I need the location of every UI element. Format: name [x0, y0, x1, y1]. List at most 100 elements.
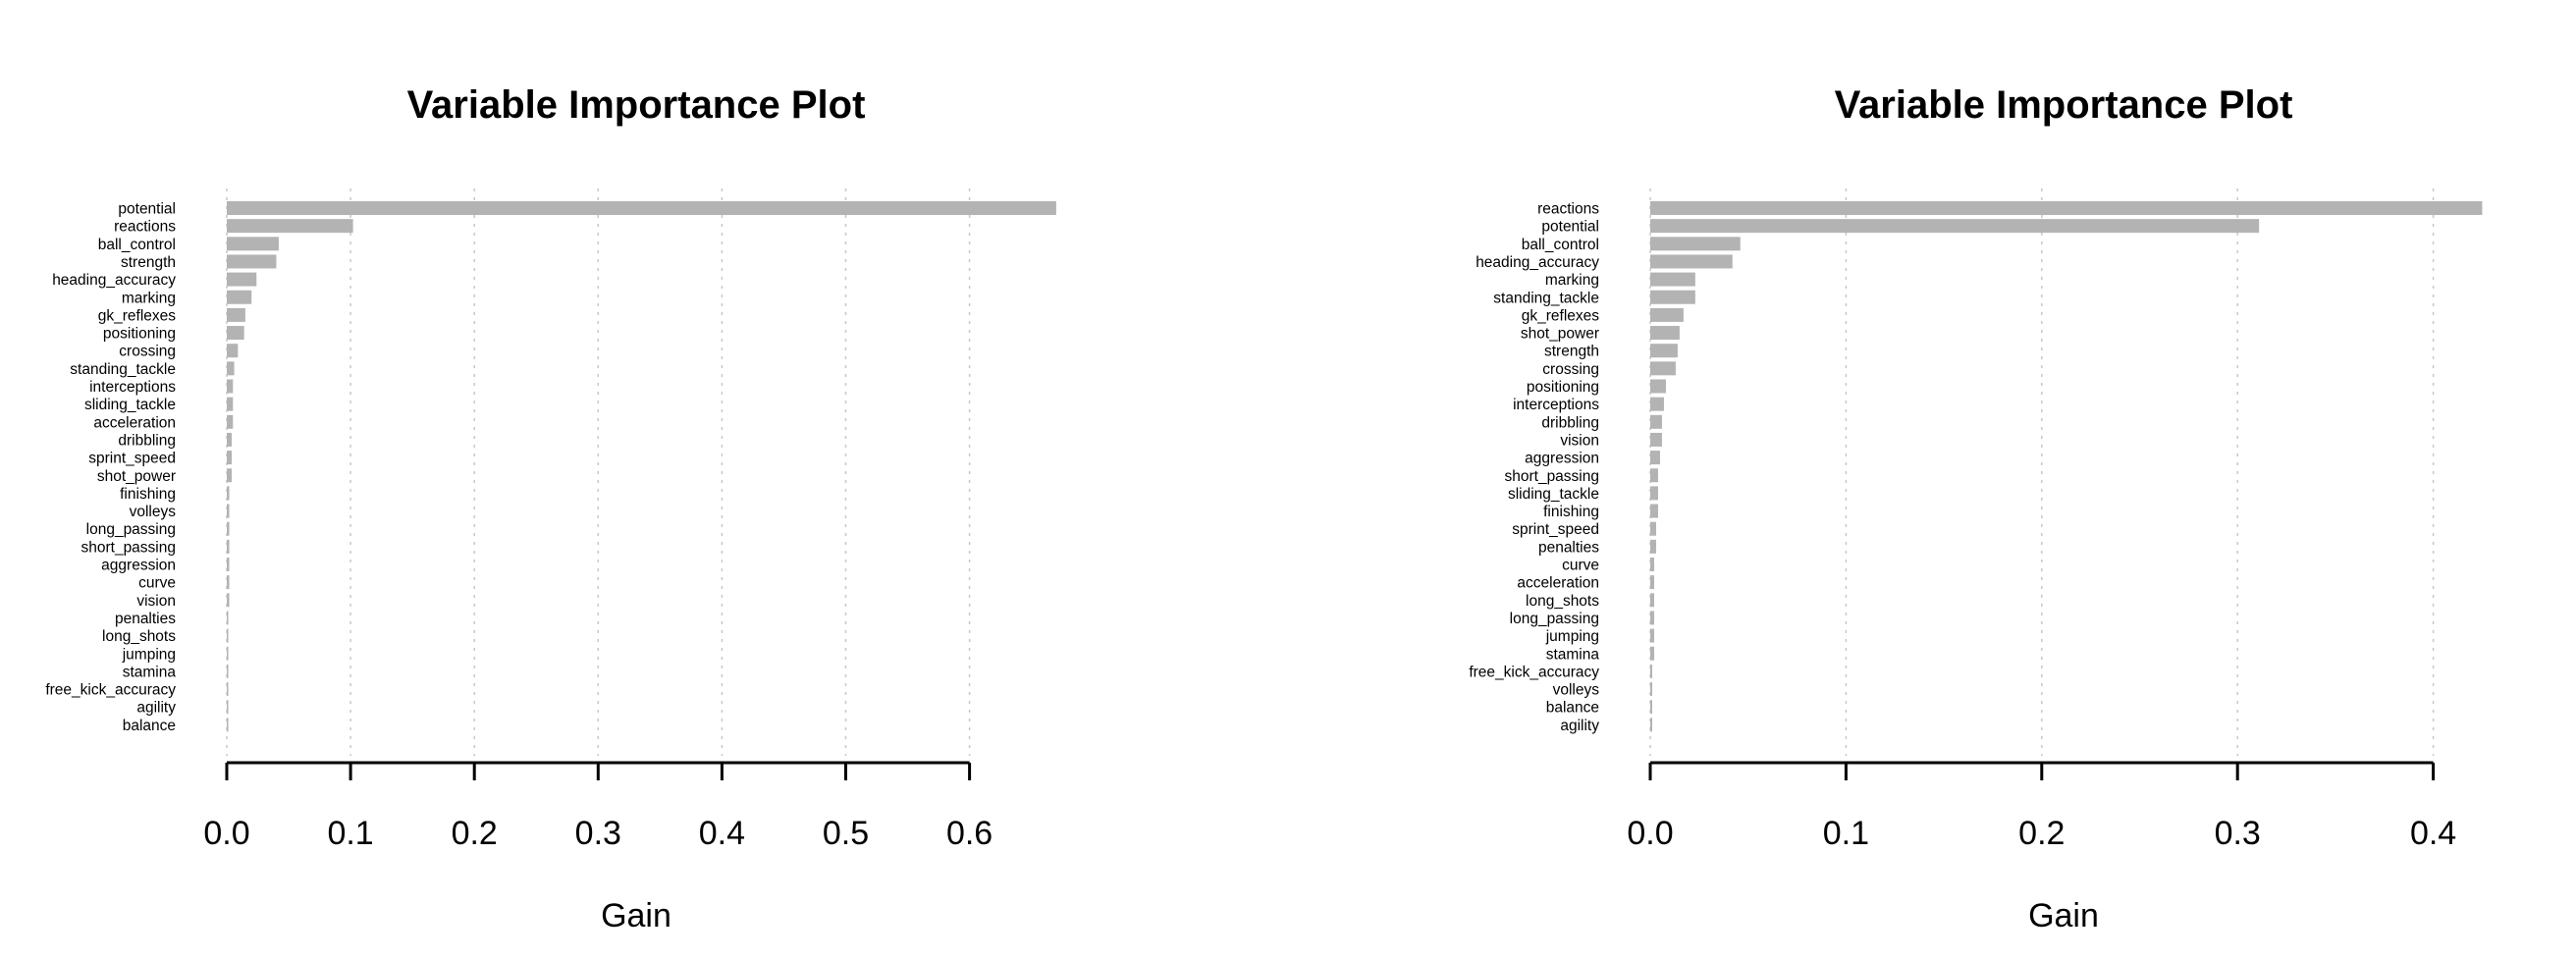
- right-category-label: long_shots: [1526, 593, 1599, 610]
- right-bar-heading-accuracy: [1650, 254, 1733, 269]
- left-category-label: shot_power: [97, 468, 176, 485]
- right-bar-standing-tackle: [1650, 290, 1695, 304]
- left-bar-strength: [227, 254, 277, 269]
- right-category-label: reactions: [1537, 201, 1599, 218]
- right-x-axis-label: Gain: [2028, 897, 2099, 934]
- right-category-label: agility: [1560, 718, 1599, 734]
- right-category-label: standing_tackle: [1493, 290, 1599, 306]
- left-bar-curve: [227, 575, 230, 590]
- right-category-label: stamina: [1546, 646, 1600, 663]
- left-category-label: agility: [136, 700, 176, 717]
- left-category-label: balance: [123, 718, 176, 734]
- right-category-label: acceleration: [1517, 575, 1599, 592]
- left-bar-sprint-speed: [227, 451, 233, 465]
- left-category-label: penalties: [115, 611, 176, 627]
- left-category-label: standing_tackle: [70, 361, 176, 378]
- left-category-label: finishing: [120, 486, 176, 503]
- left-variable-importance-chart: Variable Importance Plot potentialreactio…: [45, 83, 1056, 934]
- left-bar-jumping: [227, 646, 229, 661]
- right-category-label: vision: [1560, 432, 1599, 449]
- right-category-label: heading_accuracy: [1476, 254, 1599, 271]
- left-bar-volleys: [227, 504, 230, 518]
- right-chart-title: Variable Importance Plot: [1835, 83, 2293, 127]
- right-bar-acceleration: [1650, 575, 1654, 590]
- left-bar-long-shots: [227, 628, 229, 643]
- left-x-tick-label: 0.4: [699, 815, 745, 852]
- right-bar-sprint-speed: [1650, 521, 1656, 536]
- left-bar-sliding-tackle: [227, 397, 234, 411]
- right-bar-penalties: [1650, 539, 1656, 554]
- right-category-label: finishing: [1543, 504, 1599, 520]
- right-bar-aggression: [1650, 451, 1660, 465]
- right-category-label: gk_reflexes: [1522, 307, 1600, 324]
- right-bar-balance: [1650, 700, 1652, 715]
- left-bar-short-passing: [227, 539, 230, 554]
- right-bar-dribbling: [1650, 414, 1662, 429]
- right-category-label: interceptions: [1513, 397, 1599, 413]
- left-category-label: dribbling: [118, 432, 176, 449]
- right-category-label: curve: [1562, 558, 1599, 574]
- left-bar-standing-tackle: [227, 361, 235, 376]
- left-bar-acceleration: [227, 414, 234, 429]
- left-x-tick-label: 0.5: [823, 815, 869, 852]
- left-category-label: long_passing: [86, 521, 176, 538]
- right-bar-free-kick-accuracy: [1650, 664, 1652, 678]
- right-variable-importance-chart: Variable Importance Plot reactionspotenti…: [1469, 83, 2483, 934]
- right-bar-short-passing: [1650, 468, 1658, 483]
- right-x-tick-label: 0.0: [1627, 815, 1673, 852]
- left-category-label: stamina: [123, 664, 177, 680]
- right-x-tick-label: 0.4: [2410, 815, 2456, 852]
- left-category-label: sprint_speed: [88, 451, 176, 467]
- right-x-tick-label: 0.2: [2018, 815, 2065, 852]
- right-bar-reactions: [1650, 201, 2483, 215]
- left-bar-ball-control: [227, 237, 279, 251]
- left-category-label: strength: [121, 254, 176, 271]
- left-category-label: curve: [138, 575, 176, 592]
- left-category-label: heading_accuracy: [52, 272, 176, 289]
- right-category-label: shot_power: [1521, 326, 1599, 343]
- left-chart-panel: Variable Importance Plot potential reactio…: [45, 83, 1056, 934]
- right-bar-crossing: [1650, 361, 1676, 376]
- left-bar-marking: [227, 290, 252, 304]
- left-category-label: jumping: [122, 646, 176, 663]
- left-bar-aggression: [227, 558, 230, 571]
- right-category-label: balance: [1546, 700, 1599, 717]
- right-category-label: aggression: [1525, 451, 1599, 467]
- left-category-label: free_kick_accuracy: [45, 682, 176, 699]
- left-bar-agility: [227, 700, 229, 715]
- right-category-label: strength: [1544, 344, 1599, 360]
- right-bar-interceptions: [1650, 397, 1664, 411]
- left-category-label: short_passing: [80, 539, 176, 556]
- left-category-label: crossing: [119, 344, 176, 360]
- left-category-label: positioning: [103, 326, 176, 343]
- left-bar-potential: [227, 201, 1056, 215]
- left-category-label: marking: [122, 290, 176, 306]
- left-bar-shot-power: [227, 468, 233, 483]
- right-x-tick-label: 0.3: [2215, 815, 2261, 852]
- left-bar-heading-accuracy: [227, 272, 257, 287]
- left-category-label: aggression: [101, 558, 176, 574]
- left-x-tick-label: 0.2: [452, 815, 498, 852]
- left-x-tick-label: 0.6: [946, 815, 993, 852]
- left-category-label: acceleration: [93, 414, 176, 431]
- right-bar-agility: [1650, 718, 1652, 732]
- left-bar-stamina: [227, 664, 229, 678]
- left-category-label: sliding_tackle: [84, 397, 176, 413]
- right-category-label: sliding_tackle: [1508, 486, 1599, 503]
- left-bar-reactions: [227, 219, 353, 234]
- left-category-label: gk_reflexes: [98, 307, 177, 324]
- right-category-label: short_passing: [1504, 468, 1599, 485]
- right-category-label: volleys: [1553, 682, 1600, 699]
- left-x-axis-label: Gain: [601, 897, 671, 934]
- right-category-label: jumping: [1545, 628, 1599, 645]
- right-bar-marking: [1650, 272, 1695, 287]
- right-bar-shot-power: [1650, 326, 1680, 341]
- right-category-label: positioning: [1527, 379, 1599, 396]
- right-bar-volleys: [1650, 682, 1652, 697]
- left-bar-penalties: [227, 611, 229, 625]
- left-bar-positioning: [227, 326, 244, 341]
- right-bar-sliding-tackle: [1650, 486, 1658, 501]
- left-bar-long-passing: [227, 521, 230, 536]
- left-bar-free-kick-accuracy: [227, 682, 229, 697]
- left-bar-balance: [227, 718, 229, 732]
